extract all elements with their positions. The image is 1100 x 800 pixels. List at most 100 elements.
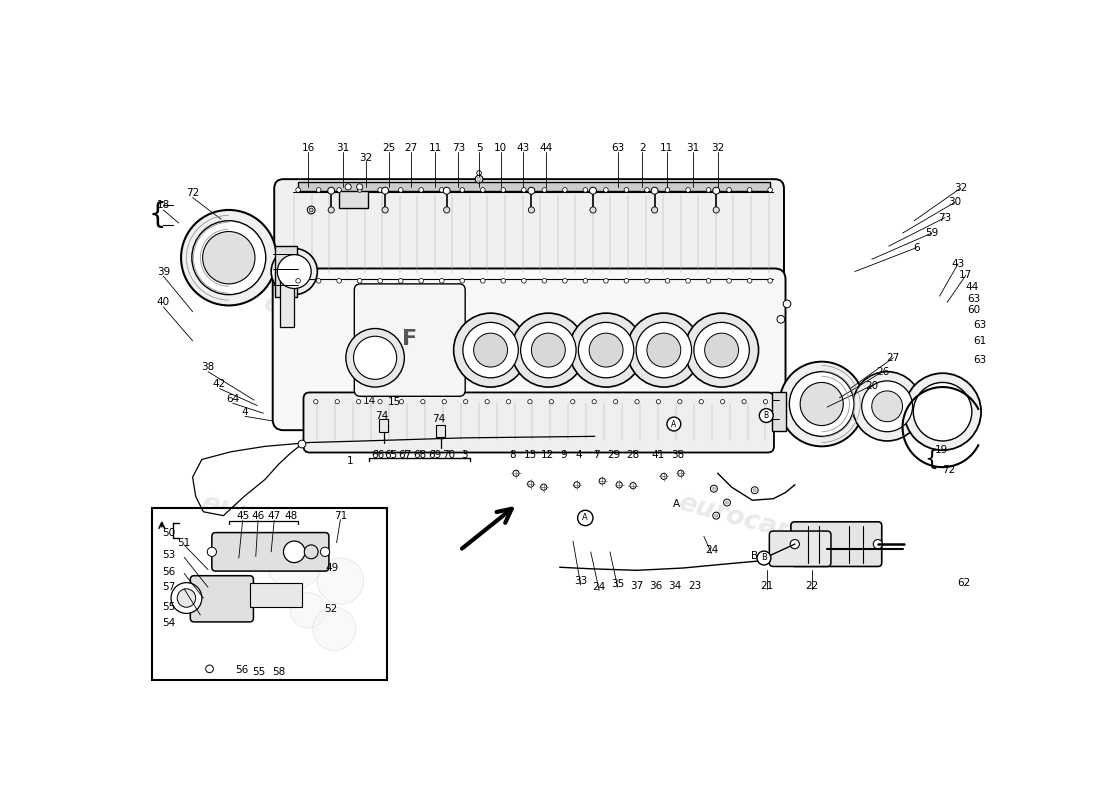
Text: 37: 37 bbox=[630, 581, 644, 590]
Circle shape bbox=[345, 184, 351, 190]
Text: 24: 24 bbox=[705, 546, 718, 555]
Circle shape bbox=[477, 178, 481, 181]
Text: 52: 52 bbox=[323, 604, 337, 614]
Circle shape bbox=[727, 278, 732, 283]
Circle shape bbox=[398, 278, 403, 283]
Circle shape bbox=[904, 373, 981, 450]
Text: 16: 16 bbox=[301, 143, 315, 154]
Circle shape bbox=[520, 322, 576, 378]
Circle shape bbox=[720, 399, 725, 404]
Text: 63: 63 bbox=[972, 321, 987, 330]
Circle shape bbox=[420, 399, 425, 404]
Circle shape bbox=[583, 278, 587, 283]
Circle shape bbox=[777, 315, 784, 323]
Circle shape bbox=[305, 545, 318, 558]
Text: 11: 11 bbox=[660, 143, 673, 154]
Circle shape bbox=[790, 539, 800, 549]
Circle shape bbox=[481, 278, 485, 283]
Text: 43: 43 bbox=[516, 143, 529, 154]
FancyBboxPatch shape bbox=[354, 284, 465, 396]
FancyBboxPatch shape bbox=[791, 522, 882, 566]
Text: B: B bbox=[761, 554, 767, 562]
Text: 32: 32 bbox=[954, 183, 967, 194]
Text: 44: 44 bbox=[965, 282, 979, 292]
Circle shape bbox=[706, 188, 711, 192]
Circle shape bbox=[443, 187, 450, 194]
Circle shape bbox=[296, 188, 300, 192]
Text: 41: 41 bbox=[652, 450, 666, 460]
FancyBboxPatch shape bbox=[212, 533, 329, 571]
Text: B: B bbox=[763, 411, 769, 420]
Circle shape bbox=[356, 184, 363, 190]
Circle shape bbox=[309, 208, 313, 212]
Text: {: { bbox=[148, 202, 166, 230]
Circle shape bbox=[604, 188, 608, 192]
Text: 8: 8 bbox=[509, 450, 516, 460]
Circle shape bbox=[711, 486, 717, 492]
Circle shape bbox=[512, 313, 585, 387]
Text: 50: 50 bbox=[162, 528, 175, 538]
Text: {: { bbox=[925, 450, 939, 470]
Text: 4: 4 bbox=[242, 406, 249, 417]
Circle shape bbox=[715, 514, 717, 517]
Text: B: B bbox=[751, 551, 758, 562]
Text: 68: 68 bbox=[414, 450, 427, 460]
Text: 62: 62 bbox=[957, 578, 971, 589]
Circle shape bbox=[694, 322, 749, 378]
Circle shape bbox=[713, 187, 719, 194]
Text: 56: 56 bbox=[162, 567, 175, 577]
Circle shape bbox=[298, 440, 306, 448]
Circle shape bbox=[475, 175, 483, 183]
Bar bbox=[275, 246, 297, 297]
Circle shape bbox=[528, 481, 534, 487]
Circle shape bbox=[296, 278, 300, 283]
Circle shape bbox=[463, 322, 518, 378]
Text: 26: 26 bbox=[876, 366, 889, 377]
Circle shape bbox=[754, 489, 757, 492]
Circle shape bbox=[678, 399, 682, 404]
Text: 22: 22 bbox=[805, 581, 818, 590]
Circle shape bbox=[616, 482, 623, 488]
Text: 27: 27 bbox=[887, 353, 900, 363]
Circle shape bbox=[667, 417, 681, 431]
Circle shape bbox=[207, 547, 217, 557]
Text: 63: 63 bbox=[967, 294, 980, 303]
Text: 23: 23 bbox=[688, 581, 702, 590]
Text: 33: 33 bbox=[574, 576, 587, 586]
Text: 42: 42 bbox=[213, 379, 227, 389]
Circle shape bbox=[852, 372, 922, 441]
Circle shape bbox=[266, 534, 322, 590]
Text: 61: 61 bbox=[972, 336, 987, 346]
Text: 38: 38 bbox=[671, 450, 684, 460]
Circle shape bbox=[521, 188, 526, 192]
Text: 63: 63 bbox=[610, 143, 625, 154]
Circle shape bbox=[356, 399, 361, 404]
Text: 43: 43 bbox=[952, 259, 965, 269]
Circle shape bbox=[202, 231, 255, 284]
Circle shape bbox=[382, 187, 388, 194]
Text: 69: 69 bbox=[428, 450, 441, 460]
Text: 35: 35 bbox=[610, 579, 625, 589]
Circle shape bbox=[521, 278, 526, 283]
FancyBboxPatch shape bbox=[304, 393, 774, 453]
Text: 24: 24 bbox=[593, 582, 606, 592]
Circle shape bbox=[378, 278, 383, 283]
Text: 55: 55 bbox=[162, 602, 175, 611]
Circle shape bbox=[579, 322, 634, 378]
Circle shape bbox=[590, 207, 596, 213]
Circle shape bbox=[645, 188, 649, 192]
Text: 28: 28 bbox=[626, 450, 640, 460]
Circle shape bbox=[474, 333, 507, 367]
Circle shape bbox=[542, 188, 547, 192]
Circle shape bbox=[481, 188, 485, 192]
Circle shape bbox=[590, 333, 623, 367]
Text: 4: 4 bbox=[575, 450, 583, 460]
Circle shape bbox=[666, 278, 670, 283]
Text: 67: 67 bbox=[398, 450, 411, 460]
Text: 48: 48 bbox=[285, 511, 298, 522]
Text: 29: 29 bbox=[607, 450, 620, 460]
Text: 27: 27 bbox=[405, 143, 418, 154]
Text: 32: 32 bbox=[360, 153, 373, 162]
Text: 65: 65 bbox=[384, 450, 397, 460]
Bar bbox=[378, 419, 388, 432]
